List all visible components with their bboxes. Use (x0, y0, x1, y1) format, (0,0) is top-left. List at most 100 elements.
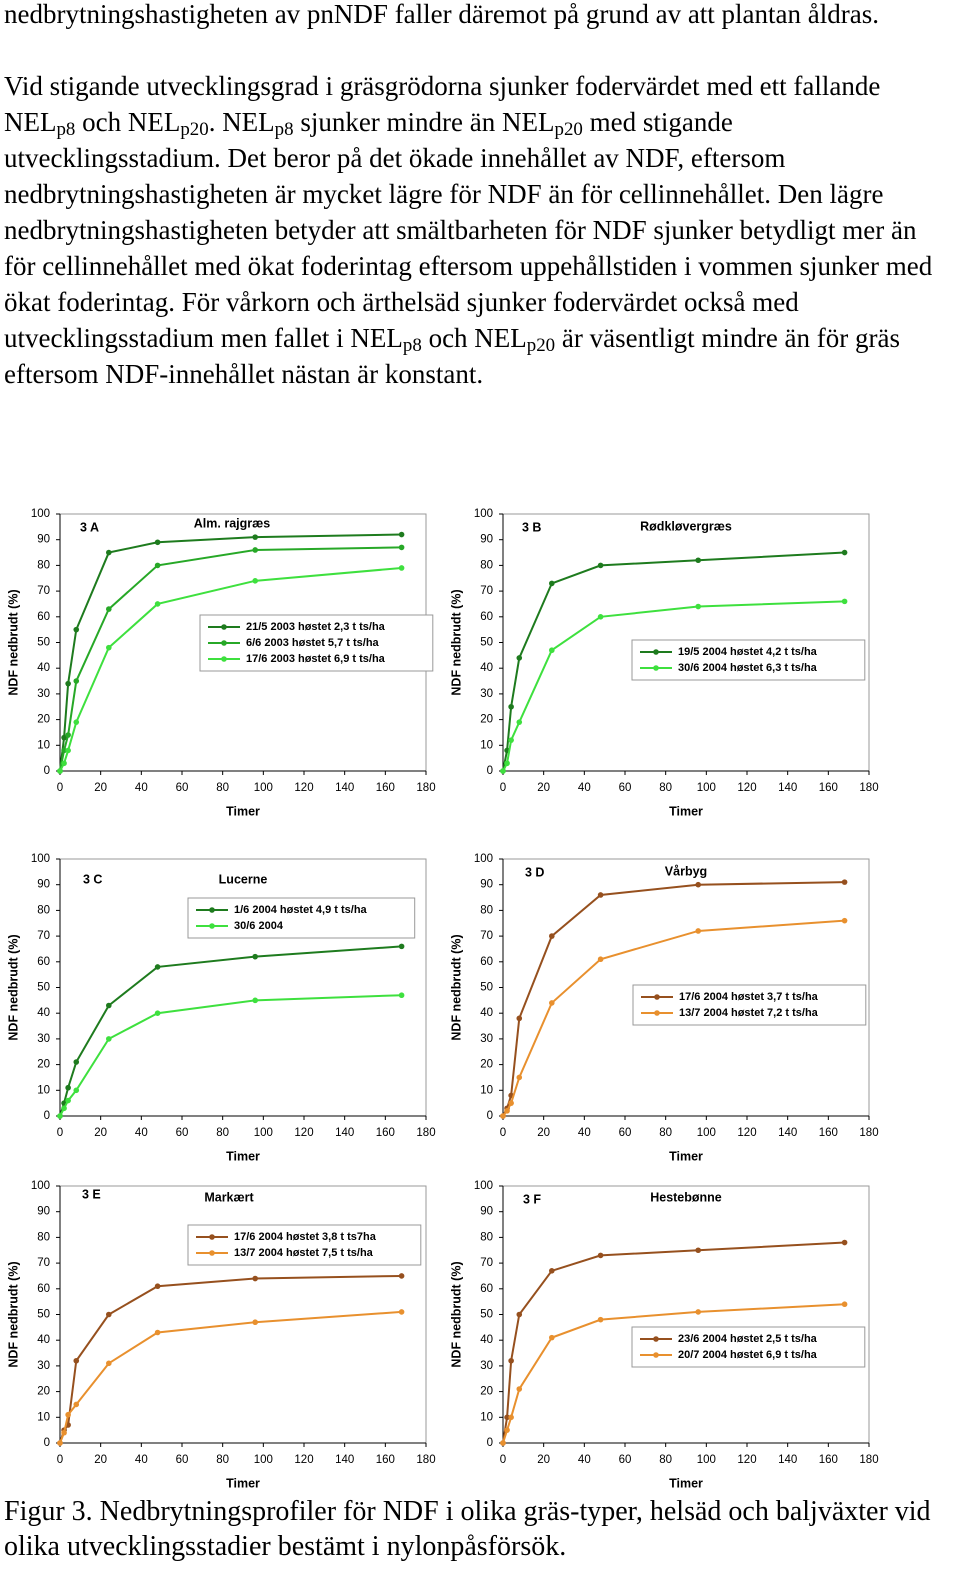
y-tick-label: 50 (37, 637, 50, 649)
x-tick-label: 120 (737, 1127, 756, 1139)
y-tick-label: 80 (480, 904, 493, 916)
legend-marker (653, 1352, 659, 1358)
figure-caption: Figur 3. Nedbrytningsprofiler för NDF i … (4, 1496, 931, 1562)
y-tick-label: 40 (480, 1007, 493, 1019)
y-tick-label: 20 (37, 1059, 50, 1071)
data-point (398, 544, 405, 551)
data-point (504, 760, 510, 767)
x-tick-label: 20 (94, 1127, 107, 1139)
text-run: och NEL (75, 107, 181, 137)
data-point (65, 1084, 71, 1091)
x-axis-label: Timer (226, 1476, 260, 1490)
y-tick-label: 30 (37, 1360, 50, 1372)
chart-title: Rødkløvergræs (640, 519, 732, 533)
legend-label: 13/7 2004 høstet 7,5 t ts/ha (234, 1247, 374, 1259)
x-tick-label: 0 (57, 1454, 63, 1466)
y-tick-label: 90 (37, 534, 50, 546)
legend: 1/6 2004 høstet 4,9 t ts/ha 30/6 2004 (187, 897, 416, 939)
x-tick-label: 0 (500, 782, 506, 794)
y-tick-label: 50 (37, 1309, 50, 1321)
y-tick-label: 0 (487, 765, 493, 777)
data-point (252, 578, 258, 584)
y-tick-label: 60 (37, 956, 50, 968)
y-tick-label: 80 (37, 904, 50, 916)
y-tick-label: 100 (474, 1180, 493, 1192)
data-point (252, 1319, 258, 1326)
chart-title: Lucerne (219, 872, 268, 886)
data-point (500, 768, 506, 774)
x-tick-label: 180 (859, 782, 878, 794)
data-point (398, 565, 405, 571)
y-tick-label: 20 (480, 1059, 493, 1071)
x-tick-label: 120 (737, 1454, 756, 1466)
y-tick-label: 100 (31, 1180, 50, 1192)
data-point (549, 1268, 555, 1274)
panel-label: 3 A (80, 520, 99, 534)
data-point (500, 1440, 506, 1446)
subscript: p20 (180, 118, 209, 140)
data-point (154, 1010, 161, 1016)
data-point (65, 680, 71, 687)
series-line (502, 1241, 845, 1444)
x-tick-label: 20 (537, 1454, 550, 1466)
data-point (508, 1100, 514, 1106)
y-axis-label: NDF nedbrudt (%) (449, 589, 463, 695)
y-tick-label: 40 (480, 1334, 493, 1346)
y-tick-label: 0 (44, 765, 50, 777)
legend-marker (209, 923, 215, 929)
y-tick-label: 80 (37, 559, 50, 571)
y-tick-label: 20 (480, 714, 493, 726)
y-tick-label: 50 (480, 637, 493, 649)
text-run: med stigande utvecklingsstadium. Det ber… (4, 107, 933, 353)
data-point (398, 1309, 405, 1315)
x-tick-label: 160 (819, 782, 838, 794)
x-tick-label: 160 (376, 782, 395, 794)
data-point (504, 1414, 510, 1421)
y-tick-label: 90 (37, 879, 50, 891)
y-axis-label: NDF nedbrudt (%) (6, 589, 20, 695)
chart: 0 10 20 30 40 50 60 70 80 90 100 0 20 40 60 80 100 120 140… (6, 1180, 435, 1490)
data-point (154, 601, 161, 607)
x-tick-label: 20 (94, 782, 107, 794)
chart: 0 10 20 30 40 50 60 70 80 90 100 0 20 40 60 80 100 120 140… (6, 508, 435, 818)
x-tick-label: 160 (376, 1127, 395, 1139)
x-tick-label: 120 (294, 1454, 313, 1466)
panel-label: 3 D (525, 865, 544, 879)
data-point (504, 1108, 510, 1114)
legend-marker (654, 994, 660, 1000)
panel-label: 3 E (82, 1187, 101, 1201)
data-point (106, 1311, 112, 1318)
data-point (57, 1440, 63, 1446)
data-point (73, 1357, 80, 1364)
data-point (597, 892, 604, 898)
data-point (61, 1105, 67, 1112)
legend-box (187, 897, 416, 939)
y-tick-label: 90 (480, 879, 493, 891)
data-point (695, 603, 701, 610)
subscript: p20 (526, 334, 556, 356)
data-point (154, 562, 161, 569)
data-point (508, 737, 514, 743)
data-point (61, 760, 67, 767)
panel-label: 3 B (522, 520, 541, 534)
y-tick-label: 70 (480, 930, 493, 942)
data-point (61, 734, 67, 741)
y-tick-label: 100 (474, 853, 493, 865)
data-point (841, 1301, 848, 1308)
data-point (73, 1087, 80, 1094)
x-tick-label: 60 (176, 782, 189, 794)
panel-label: 3 F (523, 1192, 541, 1206)
data-point (597, 562, 604, 569)
legend-box (631, 639, 866, 681)
data-point (500, 1113, 506, 1119)
y-tick-label: 30 (37, 688, 50, 700)
y-tick-label: 90 (37, 1206, 50, 1218)
x-tick-label: 140 (778, 1127, 797, 1139)
y-tick-label: 30 (480, 1360, 493, 1372)
x-axis-label: Timer (669, 1149, 703, 1163)
x-tick-label: 140 (335, 782, 354, 794)
data-point (57, 768, 63, 774)
y-tick-label: 70 (37, 1257, 50, 1269)
x-tick-label: 100 (254, 1127, 273, 1139)
data-point (57, 1113, 63, 1119)
